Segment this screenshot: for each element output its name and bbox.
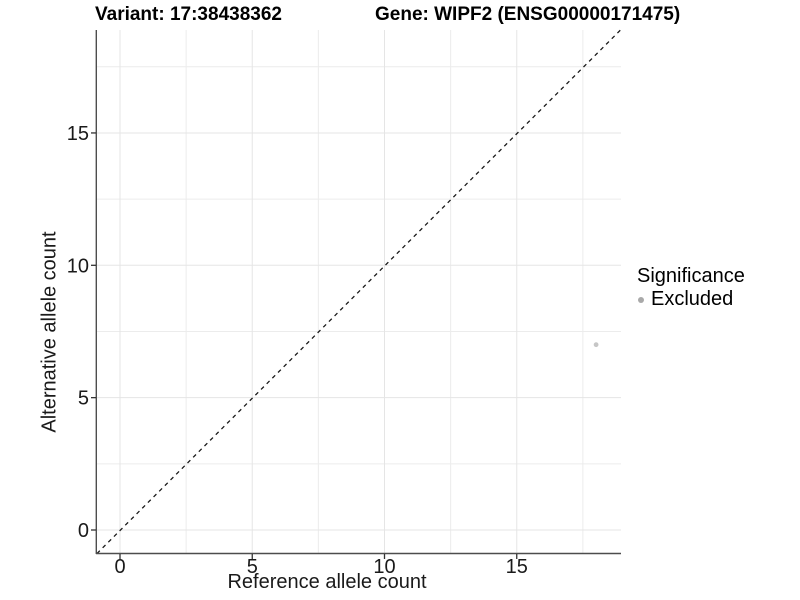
y-tick-label: 15 [67, 123, 89, 145]
y-tick-label: 5 [78, 388, 89, 410]
x-tick-label: 5 [247, 556, 258, 578]
y-tick-label: 10 [67, 255, 89, 277]
x-tick-label: 10 [373, 556, 395, 578]
legend-item-excluded: Excluded [638, 288, 745, 311]
y-axis-label: Alternative allele count [38, 231, 61, 433]
y-tick-label: 0 [78, 520, 89, 542]
excluded-circle-icon [638, 296, 644, 303]
data-point [593, 342, 599, 348]
legend: Significance Excluded [637, 265, 745, 311]
gene-title: Gene: WIPF2 (ENSG00000171475) [375, 4, 681, 25]
legend-title: Significance [637, 265, 745, 287]
identity-dashed-line [96, 29, 622, 554]
x-tick-label: 15 [506, 556, 528, 578]
x-axis-label: Reference allele count [227, 571, 427, 593]
legend-item-label: Excluded [651, 288, 734, 310]
x-tick-label: 0 [114, 556, 125, 578]
variant-title: Variant: 17:38438362 [95, 4, 282, 25]
